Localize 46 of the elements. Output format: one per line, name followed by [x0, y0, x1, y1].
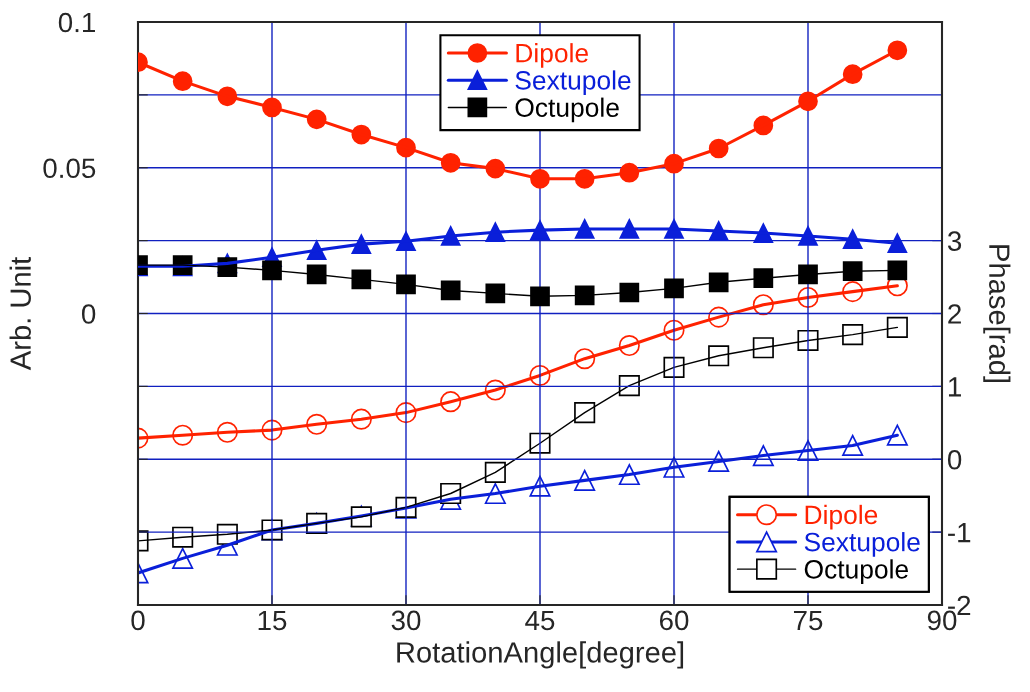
x-tick-label: 75: [793, 610, 823, 631]
point: [798, 264, 818, 285]
x-tick-label: 15: [258, 610, 287, 631]
legend-label: Octupole: [804, 559, 908, 584]
y2-tick-label: 3: [947, 231, 962, 251]
x-tick-label: 60: [659, 610, 689, 631]
x-tick-label: 45: [525, 610, 555, 631]
x-tick-label: 30: [391, 610, 421, 631]
point: [664, 278, 684, 299]
point: [619, 219, 640, 239]
x-tick-label: 0: [131, 610, 145, 631]
point: [574, 285, 595, 306]
y2-tick-label: -1: [948, 523, 971, 543]
point: [484, 461, 506, 483]
legend-label: Dipole: [516, 43, 588, 68]
point: [753, 268, 774, 289]
point: [708, 345, 730, 367]
y2-tick-label: 0: [947, 449, 962, 470]
y-axis-title: Arb. Unit: [9, 256, 31, 371]
point: [887, 260, 908, 281]
point: [530, 286, 550, 307]
y-tick-label: 0.05: [43, 158, 96, 179]
point: [887, 233, 908, 254]
point: [440, 280, 461, 301]
legend-label: Octupole: [515, 97, 619, 123]
legend-label: Sextupole: [515, 70, 631, 95]
point: [574, 402, 596, 424]
y-tick-label: 0.1: [58, 12, 95, 33]
point: [708, 272, 729, 293]
point: [842, 324, 864, 346]
point: [351, 269, 372, 290]
x-axis-title: RotationAngle[degree]: [397, 641, 684, 669]
point: [306, 264, 327, 285]
y2-axis-title: Phase[rad]: [983, 245, 1011, 382]
point: [396, 274, 416, 295]
point: [886, 316, 908, 338]
point: [619, 282, 640, 303]
y2-tick-label: 1: [948, 377, 961, 397]
y-tick-label: 0: [81, 304, 96, 324]
legend-label: Dipole: [805, 504, 878, 530]
point: [262, 260, 282, 281]
point: [485, 283, 506, 304]
point: [842, 261, 863, 282]
point: [752, 337, 774, 359]
y2-tick-label: 2: [948, 304, 961, 324]
legend-label: Sextupole: [804, 532, 920, 557]
